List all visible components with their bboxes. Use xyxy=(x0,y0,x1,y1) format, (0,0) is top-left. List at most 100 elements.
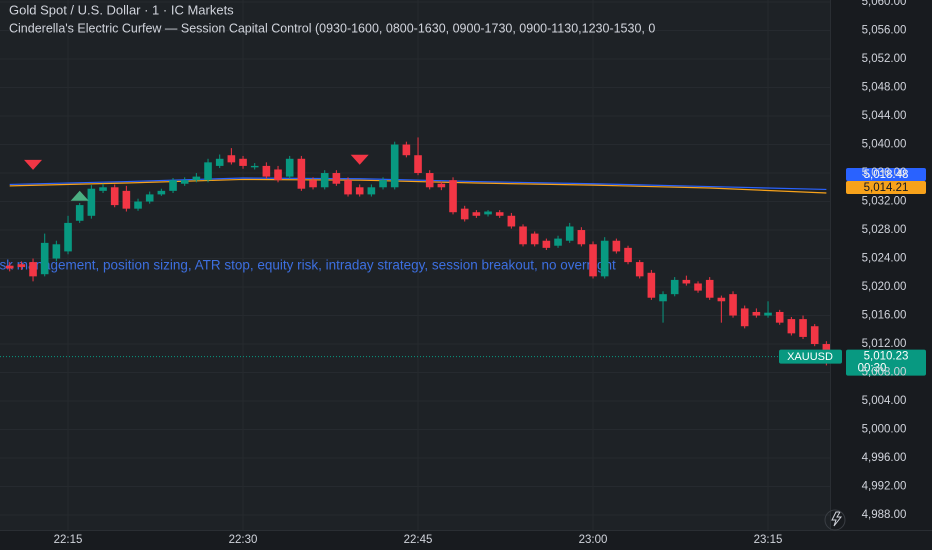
candle-body xyxy=(29,262,37,277)
signal-sell xyxy=(24,159,43,170)
candle-body xyxy=(379,180,387,188)
candle-body xyxy=(764,312,772,316)
chart-subtitle: Cinderella's Electric Curfew — Session C… xyxy=(9,21,655,35)
countdown: 00:30 xyxy=(858,363,887,375)
candle-body xyxy=(64,222,72,252)
indicator-line xyxy=(9,177,827,191)
candle-body xyxy=(169,180,177,191)
line-price-label: 5,014.21 xyxy=(864,182,909,194)
candle-body xyxy=(484,211,492,215)
candle-body xyxy=(204,162,212,181)
candle-body xyxy=(390,144,399,188)
y-tick-label: 5,020.00 xyxy=(862,281,907,293)
candle-body xyxy=(425,173,434,188)
icon-ring[interactable] xyxy=(824,509,846,531)
y-tick-label: 4,988.00 xyxy=(862,509,907,521)
candle-body xyxy=(507,215,516,227)
candle-body xyxy=(75,205,84,221)
candle-body xyxy=(682,279,691,284)
candle-body xyxy=(52,244,61,259)
candle-body xyxy=(752,311,761,316)
candle-body xyxy=(239,158,247,166)
candle-body xyxy=(519,226,527,245)
candle-body xyxy=(285,158,294,177)
candle-body xyxy=(192,176,201,181)
candle-body xyxy=(449,180,457,213)
x-tick-label: 23:00 xyxy=(579,534,608,546)
candle-body xyxy=(157,190,166,195)
y-tick-label: 5,000.00 xyxy=(862,424,907,436)
y-tick-label: 5,028.00 xyxy=(862,224,907,236)
candle-body xyxy=(472,212,481,216)
candle-body xyxy=(787,319,796,334)
candle-body xyxy=(250,165,259,168)
candle-body xyxy=(460,208,469,220)
x-tick-label: 22:45 xyxy=(404,534,433,546)
y-tick-label: 5,004.00 xyxy=(862,395,907,407)
lightning-icon[interactable] xyxy=(831,511,843,527)
candle-body xyxy=(437,183,446,188)
candle-body xyxy=(612,240,621,252)
line-price-label: 5,018.48 xyxy=(864,169,909,181)
candle-body xyxy=(729,294,737,316)
y-tick-label: 5,052.00 xyxy=(862,53,907,65)
annotation: risk management, position sizing, ATR st… xyxy=(0,258,616,273)
symbol-box xyxy=(779,349,842,364)
chart-title: Gold Spot / U.S. Dollar · 1 · IC Markets xyxy=(9,2,234,17)
candle-body xyxy=(122,190,131,209)
x-tick-label: 22:30 xyxy=(229,534,258,546)
y-tick-label: 4,992.00 xyxy=(862,481,907,493)
candle-body xyxy=(402,144,411,156)
candle-body xyxy=(624,247,632,263)
y-tick-label: 5,008.00 xyxy=(862,367,907,379)
candle-body xyxy=(670,279,679,295)
last-price-box xyxy=(846,349,926,376)
candle-body xyxy=(589,244,597,277)
time-axis xyxy=(0,530,932,550)
y-tick-label: 5,040.00 xyxy=(862,139,907,151)
candle-body xyxy=(717,297,726,302)
candle-body xyxy=(134,201,142,209)
candle-body xyxy=(694,283,702,291)
candle-body xyxy=(367,187,376,195)
y-tick-label: 5,024.00 xyxy=(862,253,907,265)
candle-body xyxy=(320,173,329,188)
symbol-label: XAUUSD xyxy=(787,351,833,363)
candle-body xyxy=(495,212,504,216)
candle-body xyxy=(799,319,807,337)
candle-body xyxy=(145,194,154,202)
candle-body xyxy=(775,311,784,323)
candle-body xyxy=(87,188,96,216)
candle-body xyxy=(309,180,317,188)
line-price-box xyxy=(846,168,926,181)
candle-body xyxy=(227,155,236,163)
candle-body xyxy=(740,308,749,327)
candle-body xyxy=(355,187,364,195)
candle-body xyxy=(810,326,819,345)
candle-body xyxy=(344,180,352,195)
signal-buy xyxy=(70,190,89,201)
candle-body xyxy=(705,279,714,298)
price-axis xyxy=(831,0,932,550)
candle-body xyxy=(635,262,644,277)
candle-body xyxy=(274,169,282,181)
x-tick-label: 23:15 xyxy=(754,534,783,546)
y-tick-label: 5,032.00 xyxy=(862,196,907,208)
candle-body xyxy=(530,233,539,245)
y-tick-label: 5,036.00 xyxy=(862,167,907,179)
candle-body xyxy=(542,240,551,248)
line-price-box xyxy=(846,181,926,194)
y-tick-label: 5,044.00 xyxy=(862,110,907,122)
candle-body xyxy=(40,242,49,275)
candle-body xyxy=(180,180,189,184)
y-tick-label: 5,016.00 xyxy=(862,310,907,322)
candle-body xyxy=(5,265,14,269)
y-tick-label: 4,996.00 xyxy=(862,452,907,464)
y-tick-label: 5,048.00 xyxy=(862,82,907,94)
indicator-line xyxy=(9,178,827,194)
last-price-label: 5,010.23 xyxy=(864,351,909,363)
candle-body xyxy=(262,165,271,177)
